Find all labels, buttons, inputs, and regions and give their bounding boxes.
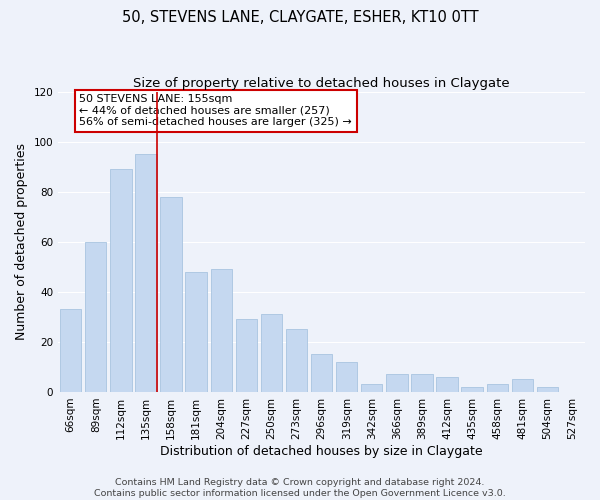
Bar (537, 387, 558, 392)
Bar (487, 384, 508, 392)
Bar (60, 310, 82, 392)
Bar (286, 330, 307, 392)
Bar (85, 242, 106, 392)
Bar (411, 374, 433, 392)
Bar (361, 384, 382, 392)
Bar (336, 362, 358, 392)
Bar (311, 354, 332, 392)
X-axis label: Distribution of detached houses by size in Claygate: Distribution of detached houses by size … (160, 444, 483, 458)
Bar (261, 314, 282, 392)
Bar (512, 380, 533, 392)
Bar (386, 374, 407, 392)
Bar (461, 387, 483, 392)
Bar (110, 169, 131, 392)
Bar (236, 320, 257, 392)
Bar (211, 270, 232, 392)
Bar (185, 272, 207, 392)
Bar (136, 154, 157, 392)
Text: 50, STEVENS LANE, CLAYGATE, ESHER, KT10 0TT: 50, STEVENS LANE, CLAYGATE, ESHER, KT10 … (122, 10, 478, 25)
Y-axis label: Number of detached properties: Number of detached properties (15, 144, 28, 340)
Bar (436, 377, 458, 392)
Text: 50 STEVENS LANE: 155sqm
← 44% of detached houses are smaller (257)
56% of semi-d: 50 STEVENS LANE: 155sqm ← 44% of detache… (79, 94, 352, 128)
Text: Contains HM Land Registry data © Crown copyright and database right 2024.
Contai: Contains HM Land Registry data © Crown c… (94, 478, 506, 498)
Title: Size of property relative to detached houses in Claygate: Size of property relative to detached ho… (133, 78, 510, 90)
Bar (160, 197, 182, 392)
